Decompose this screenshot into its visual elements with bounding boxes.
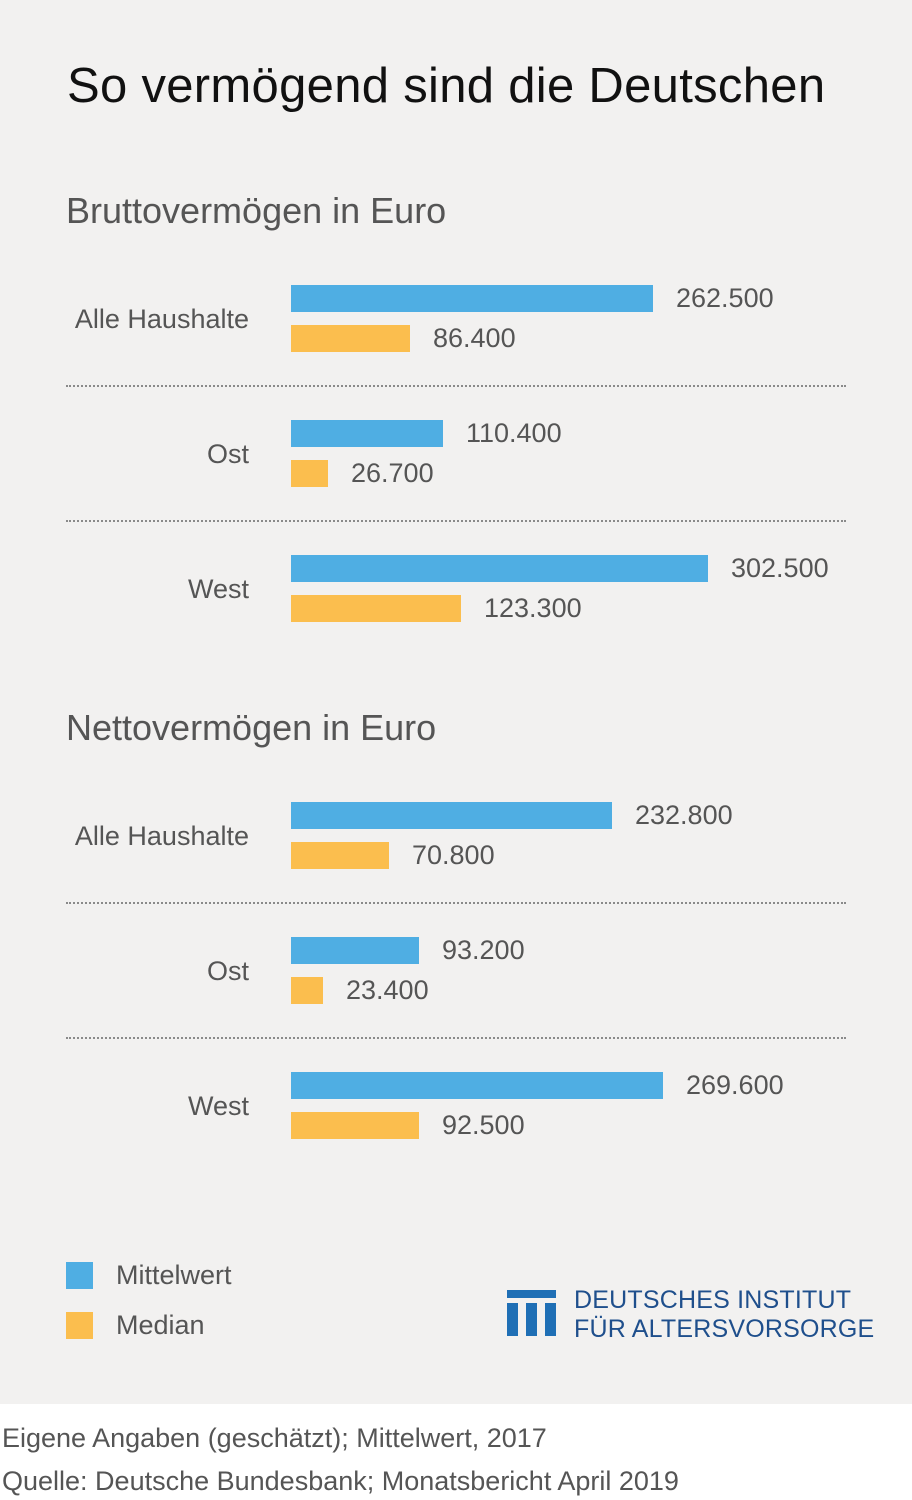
infographic-card: So vermögend sind die Deutschen Bruttove… [0,0,912,1404]
value-label-median-ost: 26.700 [351,458,434,488]
bar-median-west [291,1112,419,1139]
category-label-ost: Ost [206,956,249,986]
section-title-netto: Nettovermögen in Euro [66,707,437,748]
group-divider [66,385,846,387]
page-title: So vermögend sind die Deutschen [67,59,826,113]
bar-median-west [291,595,461,622]
bar-median-alle-haushalte [291,325,410,352]
bar-mittelwert-ost [291,937,419,964]
category-label-west: West [187,1091,249,1121]
value-label-mittelwert-alle-haushalte: 262.500 [676,283,774,313]
dia-logo-icon [507,1290,556,1336]
category-label-ost: Ost [206,439,249,469]
bar-mittelwert-alle-haushalte [291,802,612,829]
legend-swatch-median [66,1312,93,1339]
bar-mittelwert-west [291,1072,663,1099]
section-title-brutto: Bruttovermögen in Euro [66,190,447,231]
value-label-mittelwert-west: 302.500 [731,553,829,583]
value-label-median-alle-haushalte: 70.800 [412,840,495,870]
bar-mittelwert-west [291,555,708,582]
value-label-mittelwert-ost: 93.200 [442,935,525,965]
logo-line-1: DEUTSCHES INSTITUT [574,1286,852,1314]
footnote-data: Eigene Angaben (geschätzt); Mittelwert, … [2,1423,547,1453]
legend-label-mittelwert: Mittelwert [116,1260,232,1290]
bar-mittelwert-ost [291,420,443,447]
category-label-alle-haushalte: Alle Haushalte [74,304,249,334]
value-label-mittelwert-west: 269.600 [686,1070,784,1100]
bar-median-alle-haushalte [291,842,389,869]
group-divider [66,520,846,522]
legend-swatch-mittelwert [66,1262,93,1289]
group-divider [66,1037,846,1039]
logo-text: DEUTSCHES INSTITUT FÜR ALTERSVORSORGE [574,1286,874,1344]
value-label-mittelwert-ost: 110.400 [466,418,562,448]
value-label-median-west: 123.300 [484,593,582,623]
category-label-west: West [187,574,249,604]
category-label-alle-haushalte: Alle Haushalte [74,821,249,851]
logo-line-2: FÜR ALTERSVORSORGE [574,1315,875,1343]
bar-mittelwert-alle-haushalte [291,285,653,312]
bar-median-ost [291,460,328,487]
value-label-mittelwert-alle-haushalte: 232.800 [635,800,733,830]
value-label-median-ost: 23.400 [346,975,429,1005]
bar-median-ost [291,977,323,1004]
footnote-source: Quelle: Deutsche Bundesbank; Monatsberic… [2,1466,679,1496]
group-divider [66,902,846,904]
value-label-median-west: 92.500 [442,1110,525,1140]
value-label-median-alle-haushalte: 86.400 [433,323,516,353]
legend-label-median: Median [116,1310,205,1340]
